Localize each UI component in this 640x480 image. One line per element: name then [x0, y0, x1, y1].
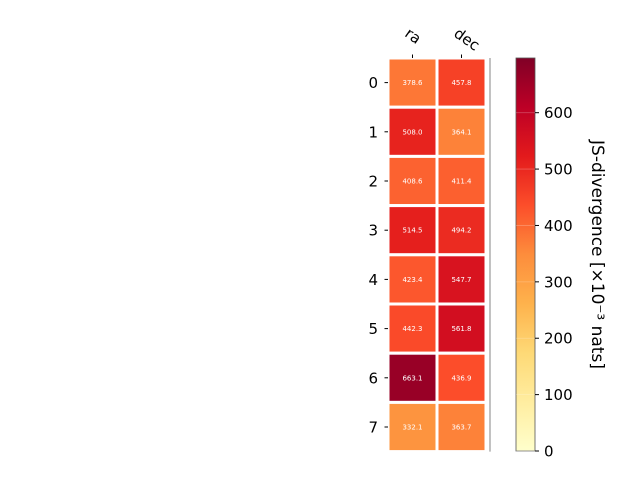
cell-value-label: 363.7 — [451, 424, 471, 432]
cell-value-label: 423.4 — [402, 276, 423, 284]
row-tick-label: 6 — [368, 369, 378, 387]
cell-value-label: 332.1 — [402, 424, 422, 432]
colorbar: 0 100 200 300 400 500 600 JS-divergence [×10⁻³… — [515, 57, 607, 461]
row-tick-label: 0 — [368, 74, 378, 92]
cell-value-label: 378.6 — [402, 79, 423, 87]
colorbar-label: JS-divergence [×10⁻³ nats] — [587, 139, 607, 369]
cell-value-label: 457.8 — [451, 79, 471, 87]
cell-value-label: 442.3 — [402, 325, 422, 333]
row-tick-label: 5 — [368, 320, 378, 338]
colorbar-tick-label: 300 — [544, 273, 573, 291]
cell-value-label: 494.2 — [451, 227, 471, 235]
heatmap-cell — [435, 253, 488, 306]
colorbar-tick-label: 100 — [544, 386, 573, 404]
cell-value-label: 436.9 — [451, 374, 471, 382]
cell-value-label: 547.7 — [451, 276, 471, 284]
row-tick-label: 2 — [368, 173, 378, 191]
cell-value-label: 663.1 — [402, 374, 422, 382]
row-tick-label: 7 — [368, 419, 378, 437]
colorbar-gradient — [515, 57, 536, 452]
colorbar-ticks: 0 100 200 300 400 500 600 — [516, 104, 573, 461]
heatmap-cell — [435, 154, 488, 208]
heatmap-cell — [435, 105, 488, 158]
cell-value-label: 411.4 — [451, 178, 472, 186]
cell-value-label: 561.8 — [451, 325, 471, 333]
heatmap-cell — [435, 204, 488, 257]
colorbar-tick-label: 400 — [544, 217, 573, 235]
column-label: dec — [451, 24, 483, 54]
colorbar-tick-label: 0 — [544, 443, 554, 461]
row-tick-label: 3 — [368, 222, 378, 240]
colorbar-tick-label: 500 — [544, 161, 573, 179]
row-tick-label: 1 — [368, 123, 378, 141]
cell-value-label: 408.6 — [402, 178, 423, 186]
cell-value-label: 508.0 — [402, 128, 422, 136]
heatmap-cells: 378.6 457.8 508.0 364.1 408.6 411.4 514.5 494.2… — [386, 56, 488, 454]
heatmap-cell — [435, 400, 488, 454]
column-label: ra — [402, 24, 425, 48]
cell-value-label: 514.5 — [402, 227, 422, 235]
colorbar-tick-label: 200 — [544, 330, 573, 348]
colorbar-tick-label: 600 — [544, 104, 573, 122]
row-tick-label: 4 — [368, 271, 378, 289]
cell-value-label: 364.1 — [451, 128, 471, 136]
